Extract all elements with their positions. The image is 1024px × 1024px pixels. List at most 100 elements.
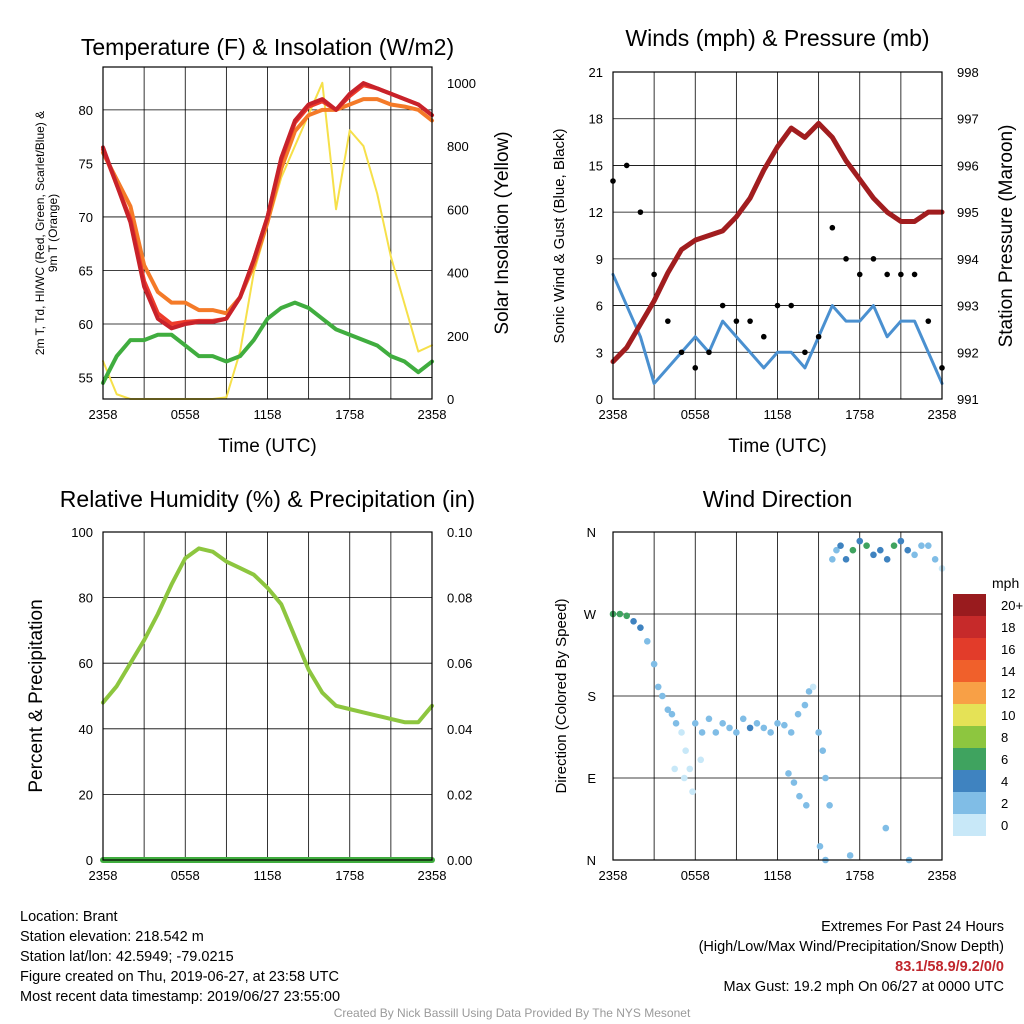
y2-tick-label: 0.06 (447, 656, 472, 671)
direction-point (802, 802, 810, 809)
extremes-panel: Extremes For Past 24 Hours (High/Low/Max… (699, 917, 1004, 997)
y-axis-label: Sonic Wind & Gust (Blue, Black) (551, 128, 568, 343)
y2-tick-label: 995 (957, 205, 979, 220)
gust-point (637, 209, 644, 215)
chart-title: Relative Humidity (%) & Precipitation (i… (60, 486, 475, 512)
direction-point (726, 724, 733, 732)
y-tick-label: N (587, 525, 596, 540)
x-tick-label: 0558 (171, 407, 200, 422)
gust-point (856, 271, 863, 278)
direction-point (877, 546, 884, 554)
y-axis-label: Percent & Precipitation (26, 599, 47, 792)
direction-point (816, 843, 824, 850)
created-text: Figure created on Thu, 2019-06-27, at 23… (20, 969, 339, 985)
y2-tick-label: 994 (957, 252, 979, 267)
y-tick-label: 60 (79, 317, 93, 332)
y-tick-label: 21 (589, 65, 603, 80)
y2-tick-label: 996 (957, 158, 979, 173)
series-line-sonic-wind (611, 272, 944, 385)
direction-point (616, 610, 624, 618)
y-tick-label: 70 (79, 210, 93, 225)
direction-point (890, 542, 898, 549)
gust-point (719, 302, 726, 309)
x-tick-label: 1158 (764, 407, 792, 422)
gust-point (829, 224, 836, 231)
direction-point (829, 556, 836, 563)
x-tick-label: 1758 (335, 407, 364, 422)
x-axis-label: Time (UTC) (218, 436, 317, 457)
y2-tick-label: 0.04 (447, 722, 472, 737)
series-line-td (101, 300, 434, 385)
y-tick-label: 3 (596, 345, 603, 360)
gust-point (788, 302, 795, 309)
direction-point (659, 692, 666, 700)
y2-axis-label: Solar Insolation (Yellow) (492, 131, 513, 334)
direction-point (719, 720, 726, 727)
x-tick-label: 2358 (928, 868, 957, 883)
direction-point (897, 537, 905, 545)
y2-tick-label: 992 (957, 345, 979, 360)
direction-point (733, 729, 740, 736)
y2-tick-label: 0.10 (447, 525, 472, 540)
location-text: Location: Brant (20, 909, 118, 925)
y-tick-label: E (587, 771, 596, 786)
y2-tick-label: 400 (447, 266, 469, 281)
colorbar-label: 16 (1001, 642, 1015, 657)
recent-text: Most recent data timestamp: 2019/06/27 2… (20, 989, 341, 1005)
x-tick-label: 2358 (599, 407, 628, 422)
gust-point (665, 318, 671, 324)
gust-point (692, 365, 699, 371)
y2-tick-label: 997 (957, 112, 979, 127)
x-tick-label: 0558 (681, 868, 710, 883)
colorbar-unit: mph (992, 575, 1019, 591)
y-tick-label: 55 (79, 371, 93, 386)
y-tick-label: S (587, 689, 596, 704)
direction-point (637, 624, 644, 631)
direction-point (689, 788, 696, 795)
colorbar-swatch (953, 704, 986, 726)
y2-axis-label: Station Pressure (Maroon) (996, 125, 1017, 348)
station-info: Location: Brant Station elevation: 218.5… (20, 907, 340, 1007)
x-tick-label: 1758 (845, 868, 874, 883)
gust-point (870, 256, 877, 262)
direction-point (774, 720, 781, 727)
direction-point (767, 729, 774, 736)
y2-tick-label: 800 (447, 139, 469, 154)
direction-point (790, 779, 798, 786)
y-tick-label: 20 (79, 787, 93, 802)
direction-point (819, 747, 827, 754)
y-tick-label: 0 (596, 392, 603, 407)
direction-point (815, 729, 822, 736)
y-tick-label: 12 (589, 205, 603, 220)
max-gust-text: Max Gust: 19.2 mph On 06/27 at 0000 UTC (723, 979, 1004, 995)
colorbar-label: 12 (1001, 686, 1015, 701)
colorbar-swatch (953, 814, 986, 836)
direction-point (837, 542, 844, 549)
y-tick-label: 80 (79, 103, 93, 118)
gust-point (774, 302, 781, 309)
y2-tick-label: 600 (447, 202, 469, 217)
plot-frame (102, 531, 433, 861)
direction-point (849, 546, 857, 554)
extremes-values: 83.1/58.9/9.2/0/0 (895, 959, 1004, 975)
direction-point (931, 556, 939, 563)
direction-point (918, 542, 925, 549)
direction-point (672, 720, 680, 727)
colorbar-label: 2 (1001, 796, 1008, 811)
colorbar-swatch (953, 616, 986, 638)
y-tick-label: 60 (79, 656, 93, 671)
direction-point (678, 729, 685, 736)
x-tick-label: 1758 (845, 407, 874, 422)
gust-point (623, 162, 630, 169)
direction-point (643, 638, 651, 645)
y-tick-label: 9 (596, 252, 603, 267)
colorbar-label: 0 (1001, 818, 1008, 833)
colorbar-swatch (953, 748, 986, 770)
x-tick-label: 2358 (89, 407, 118, 422)
y-tick-label: 80 (79, 591, 93, 606)
direction-point (904, 546, 912, 554)
x-tick-label: 2358 (418, 868, 447, 883)
gust-point (843, 256, 849, 262)
colorbar-swatch (953, 638, 986, 660)
